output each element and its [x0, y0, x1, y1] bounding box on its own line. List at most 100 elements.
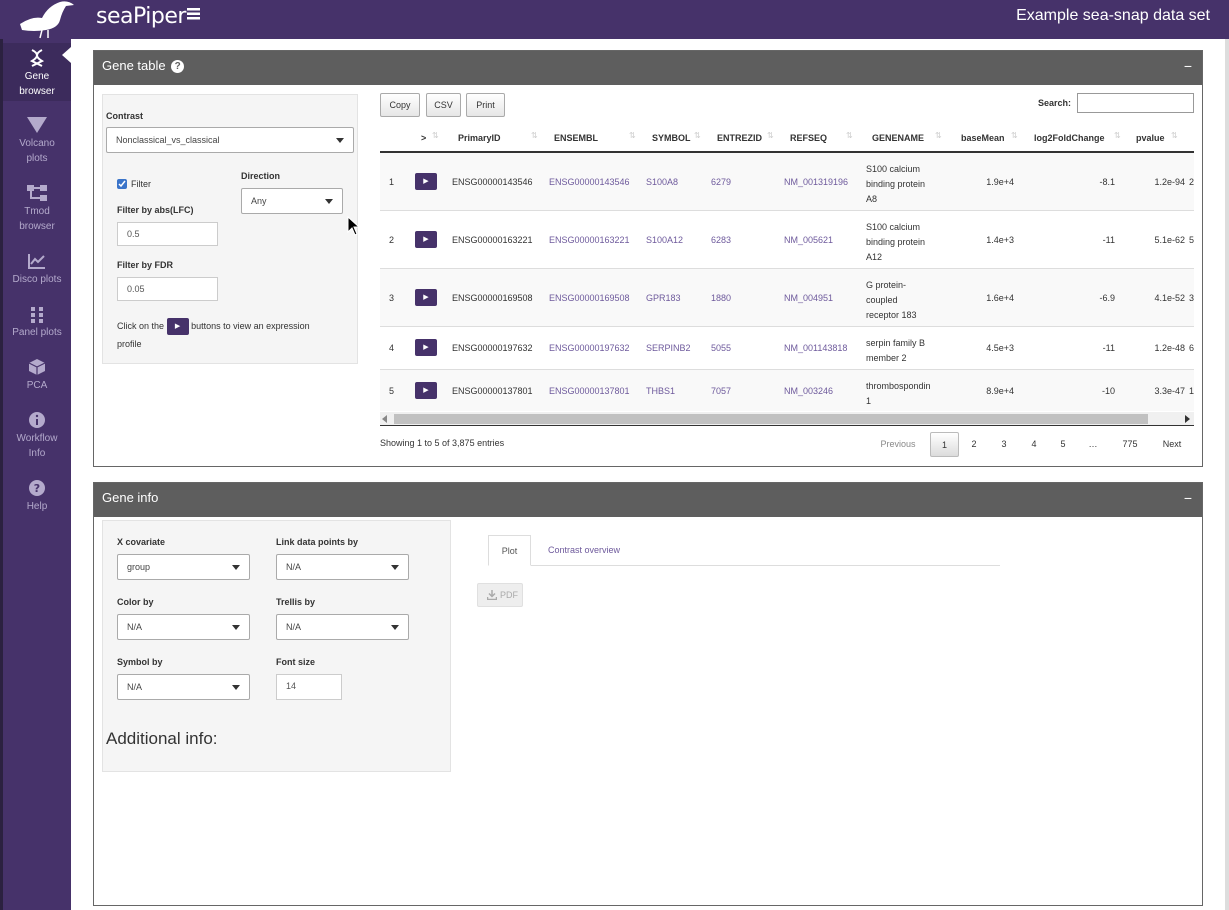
sidebar-item-pca[interactable]: PCA: [3, 358, 71, 393]
row-number: 1: [389, 177, 395, 187]
chevron-down-icon: [232, 565, 240, 570]
column-header[interactable]: GENENAME: [872, 133, 925, 143]
pagination-page[interactable]: 1: [930, 432, 959, 457]
expand-row-button[interactable]: ▶: [415, 231, 437, 248]
grid-icon: [31, 307, 43, 323]
sort-icon: ⇅: [935, 131, 942, 140]
link-points-label: Link data points by: [276, 537, 359, 547]
pagination-page[interactable]: 5: [1060, 439, 1066, 449]
gene-name-line: thrombospondin: [866, 381, 931, 391]
pagination-page[interactable]: 775: [1122, 439, 1138, 449]
filter-checkbox[interactable]: [117, 179, 127, 189]
link-points-select[interactable]: N/A: [276, 554, 409, 580]
fdr-input[interactable]: 0.05: [117, 277, 218, 301]
scroll-left-icon[interactable]: [382, 415, 387, 423]
column-header[interactable]: PrimaryID: [458, 133, 501, 143]
column-header[interactable]: SYMBOL: [652, 133, 691, 143]
app-logo[interactable]: seaPiper: [16, 0, 186, 39]
search-input[interactable]: [1077, 93, 1194, 113]
entrez-link[interactable]: 6283: [711, 235, 732, 245]
column-header[interactable]: ENSEMBL: [554, 133, 599, 143]
direction-select[interactable]: Any: [241, 188, 343, 214]
symbol-link[interactable]: S100A12: [646, 235, 684, 245]
sidebar-item-disco[interactable]: Disco plots: [3, 252, 71, 287]
refseq-link[interactable]: NM_005621: [784, 235, 834, 245]
sort-icon: ⇅: [629, 131, 636, 140]
chevron-down-icon: [232, 685, 240, 690]
x-covariate-select[interactable]: group: [117, 554, 250, 580]
sidebar-label: Tmod: [24, 206, 50, 217]
column-header[interactable]: pvalue: [1136, 133, 1165, 143]
column-header[interactable]: baseMean: [961, 133, 1005, 143]
ensembl-link[interactable]: ENSG00000137801: [549, 386, 630, 396]
copy-button[interactable]: Copy: [380, 93, 420, 117]
search-label: Search:: [1038, 98, 1072, 108]
pagination-previous[interactable]: Previous: [880, 439, 916, 449]
ensembl-link[interactable]: ENSG00000163221: [549, 235, 630, 245]
column-header[interactable]: log2FoldChange: [1034, 133, 1105, 143]
symbol-link[interactable]: THBS1: [646, 386, 676, 396]
pagination-page[interactable]: 2: [971, 439, 977, 449]
ensembl-link[interactable]: ENSG00000143546: [549, 177, 630, 187]
seagull-logo-icon: [20, 1, 74, 39]
csv-button[interactable]: CSV: [426, 93, 461, 117]
app-name: seaPiper: [96, 4, 186, 29]
sidebar-item-volcano[interactable]: Volcano plots: [3, 116, 71, 166]
sidebar-item-gene-browser[interactable]: Gene browser: [3, 43, 71, 101]
ensembl-link[interactable]: ENSG00000197632: [549, 343, 630, 353]
contrast-select[interactable]: Nonclassical_vs_classical: [106, 127, 354, 153]
refseq-link[interactable]: NM_001143818: [784, 343, 848, 353]
refseq-link[interactable]: NM_004951: [784, 293, 834, 303]
gene-table-title: Gene table: [102, 58, 166, 73]
font-size-input[interactable]: 14: [276, 674, 342, 700]
sidebar-item-workflow[interactable]: Workflow Info: [3, 411, 71, 461]
symbol-by-select[interactable]: N/A: [117, 674, 250, 700]
pagination-next[interactable]: Next: [1162, 439, 1182, 449]
entrez-link[interactable]: 6279: [711, 177, 732, 187]
hint-after: buttons to view an expression: [191, 321, 310, 331]
symbol-link[interactable]: SERPINB2: [646, 343, 691, 353]
refseq-link[interactable]: NM_001319196: [784, 177, 849, 187]
ensembl-link[interactable]: ENSG00000169508: [549, 293, 630, 303]
table-info: Showing 1 to 5 of 3,875 entries: [380, 438, 505, 448]
column-header[interactable]: >: [421, 133, 427, 143]
pagination-page[interactable]: 4: [1031, 439, 1037, 449]
column-header[interactable]: REFSEQ: [790, 133, 828, 143]
sidebar-item-panel[interactable]: Panel plots: [3, 305, 71, 340]
horizontal-scrollbar[interactable]: [380, 412, 1194, 426]
scrollbar-thumb[interactable]: [394, 414, 1148, 424]
header-divider: [380, 151, 1194, 153]
print-button[interactable]: Print: [466, 93, 505, 117]
symbol-link[interactable]: GPR183: [646, 293, 681, 303]
color-by-select[interactable]: N/A: [117, 614, 250, 640]
gene-name-line: S100 calcium: [866, 164, 921, 174]
gene-name-line: binding protein: [866, 179, 926, 189]
tab-plot[interactable]: Plot: [488, 535, 531, 566]
scroll-right-icon[interactable]: [1185, 415, 1190, 423]
lfc-input[interactable]: 0.5: [117, 222, 218, 246]
entrez-link[interactable]: 1880: [711, 293, 732, 303]
expand-row-button[interactable]: ▶: [415, 382, 437, 399]
sidebar-toggle-icon[interactable]: [184, 6, 204, 26]
trellis-by-select[interactable]: N/A: [276, 614, 409, 640]
help-icon[interactable]: ?: [171, 60, 185, 74]
column-header[interactable]: ENTREZID: [717, 133, 762, 143]
pagination-page[interactable]: 3: [1001, 439, 1007, 449]
entrez-link[interactable]: 7057: [711, 386, 732, 396]
collapse-button[interactable]: −: [1183, 58, 1192, 74]
gene-name-line: serpin family B: [866, 338, 926, 348]
active-indicator: [62, 47, 71, 63]
sidebar-label: Info: [28, 448, 46, 459]
expand-row-button[interactable]: ▶: [415, 339, 437, 356]
collapse-button[interactable]: −: [1183, 490, 1192, 506]
pdf-download-button[interactable]: PDF: [477, 583, 523, 607]
refseq-link[interactable]: NM_003246: [784, 386, 834, 396]
tab-contrast-overview[interactable]: Contrast overview: [547, 545, 621, 555]
entrez-link[interactable]: 5055: [711, 343, 732, 353]
page-scrollbar[interactable]: [1225, 39, 1229, 910]
expand-row-button[interactable]: ▶: [415, 173, 437, 190]
sidebar-item-tmod[interactable]: Tmod browser: [3, 184, 71, 234]
sidebar-item-help[interactable]: ? Help: [3, 479, 71, 514]
expand-row-button[interactable]: ▶: [415, 289, 437, 306]
symbol-link[interactable]: S100A8: [646, 177, 679, 187]
